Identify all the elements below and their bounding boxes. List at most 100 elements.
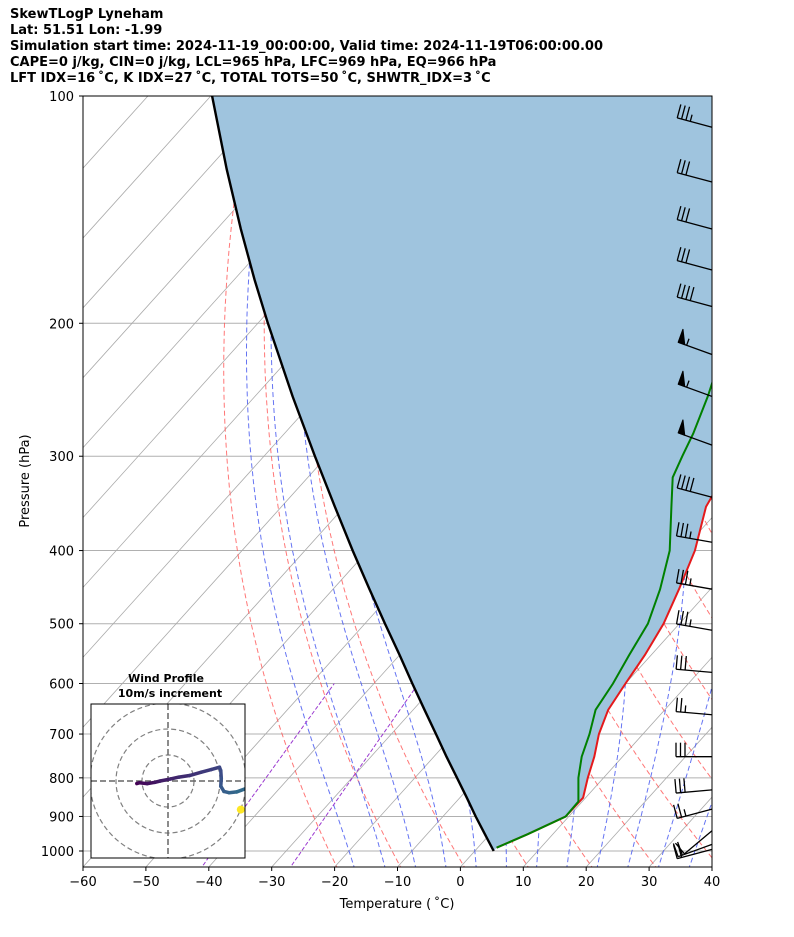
y-tick-label: 1000	[41, 845, 74, 860]
wind-barb-half-feather	[689, 578, 692, 586]
wind-barb-feather	[672, 844, 678, 859]
wind-barb-feather	[676, 246, 682, 261]
dry-adiabat-line	[739, 96, 794, 870]
dewpoint-profile-line	[496, 380, 712, 849]
wind-barb-feather	[683, 778, 686, 793]
wind-barb-staff	[676, 789, 713, 794]
wind-barb-staff	[677, 843, 713, 858]
location-line: Lat: 51.51 Lon: -1.99	[10, 23, 163, 38]
wind-barb-feather	[680, 610, 685, 625]
wind-barb	[675, 522, 713, 543]
y-tick-label: 300	[49, 450, 74, 465]
wind-barb	[676, 246, 713, 271]
x-tick-label: −60	[69, 875, 96, 890]
indices-line-1: CAPE=0 j/kg, CIN=0 j/kg, LCL=965 hPa, LF…	[10, 55, 497, 70]
isotherm-line	[585, 726, 712, 867]
isotherm-line	[711, 866, 712, 867]
x-tick-label: −20	[321, 875, 348, 890]
wind-barb-feather	[676, 205, 682, 220]
moist-adiabat-line	[658, 96, 712, 867]
wind-barb-pennant	[677, 370, 686, 388]
wind-barb-feather	[679, 698, 683, 713]
wind-barb-feather	[677, 803, 683, 818]
isotherm-line	[83, 96, 274, 309]
hodograph-title: Wind Profile	[128, 672, 204, 685]
wind-barb-half-feather	[689, 531, 692, 539]
x-tick-label: −40	[195, 875, 222, 890]
hodograph-segment	[234, 787, 245, 794]
wind-barb-staff	[677, 487, 713, 498]
wind-barb-feather	[685, 476, 691, 491]
wind-barb-staff	[677, 219, 713, 230]
wind-barb-feather	[684, 570, 689, 585]
wind-barb-feather	[680, 569, 685, 584]
hodograph-frame	[90, 703, 246, 859]
wind-barb-feather	[672, 804, 678, 819]
wind-barb-feather	[676, 159, 682, 173]
wind-barb	[676, 104, 713, 128]
y-tick-label: 200	[49, 317, 74, 332]
wind-barb-staff	[676, 668, 713, 674]
temperature-profile-line	[496, 494, 712, 849]
wind-barb	[674, 778, 713, 794]
wind-barb-feather	[680, 105, 686, 120]
chart-title-block: SkewTLogP Lyneham Lat: 51.51 Lon: -1.99 …	[10, 7, 603, 87]
wind-barb-feather	[676, 474, 682, 489]
wind-barb-feather	[680, 475, 686, 490]
wind-barb	[672, 843, 713, 860]
x-tick-label: −30	[258, 875, 285, 890]
hodograph-segment	[158, 777, 173, 783]
wind-barb-feather	[675, 522, 680, 537]
wind-barb-feather	[675, 697, 679, 712]
wind-barb-feather	[689, 286, 695, 301]
hodograph-subtitle: 10m/s increment	[118, 687, 222, 700]
wind-barb-feather	[677, 843, 683, 858]
wind-barb-half-feather	[684, 705, 687, 713]
y-tick-label: 700	[49, 728, 74, 743]
isotherm-line	[775, 96, 794, 867]
wind-barb	[676, 205, 713, 230]
wind-barb-feather	[680, 522, 685, 537]
wind-barb-feather	[680, 248, 686, 263]
wind-barb	[676, 159, 713, 183]
wind-barb-half-feather	[686, 338, 690, 346]
wind-barb-staff	[677, 172, 713, 183]
hodograph-segment	[177, 773, 192, 779]
wind-barb-feather	[685, 161, 691, 176]
x-tick-label: −50	[132, 875, 159, 890]
wind-barb-staff	[677, 117, 713, 128]
wind-barb-staff	[676, 710, 713, 716]
hodograph-segment	[187, 770, 204, 778]
x-tick-label: −10	[384, 875, 411, 890]
wind-barb-staff	[677, 848, 713, 860]
wind-barb-staff	[684, 830, 713, 855]
wind-barb-feather	[680, 207, 686, 221]
hodograph-surface-point	[236, 805, 245, 814]
wind-barb-staff	[677, 808, 713, 820]
dry-adiabat-line	[772, 96, 794, 870]
isotherm-line	[83, 96, 337, 379]
wind-barb	[672, 803, 713, 820]
wind-barb-staff	[676, 582, 713, 590]
y-axis-label: Pressure (hPa)	[18, 434, 33, 527]
wind-barb-pennant	[677, 328, 686, 346]
wind-barb-feather	[684, 611, 689, 626]
wind-barb-feather	[684, 523, 689, 538]
wind-barb	[675, 569, 713, 590]
times-line: Simulation start time: 2024-11-19_00:00:…	[10, 39, 603, 54]
indices-line-2: LFT IDX=16 ˚C, K IDX=27 ˚C, TOTAL TOTS=5…	[10, 71, 491, 86]
wind-barb-half-feather	[689, 114, 693, 122]
wind-barb-feather	[676, 283, 682, 298]
dry-adiabat-line	[223, 96, 338, 867]
isotherm-line	[523, 656, 712, 867]
wind-barb-feather	[676, 104, 682, 119]
x-tick-label: 40	[704, 875, 721, 890]
wind-barb	[675, 610, 713, 631]
wind-barb-feather	[675, 569, 680, 584]
y-tick-label: 800	[49, 772, 74, 787]
wind-barb-feather	[684, 656, 687, 671]
wind-barb-feather	[685, 208, 691, 223]
y-tick-label: 500	[49, 618, 74, 633]
wind-barb-feather	[675, 655, 679, 670]
